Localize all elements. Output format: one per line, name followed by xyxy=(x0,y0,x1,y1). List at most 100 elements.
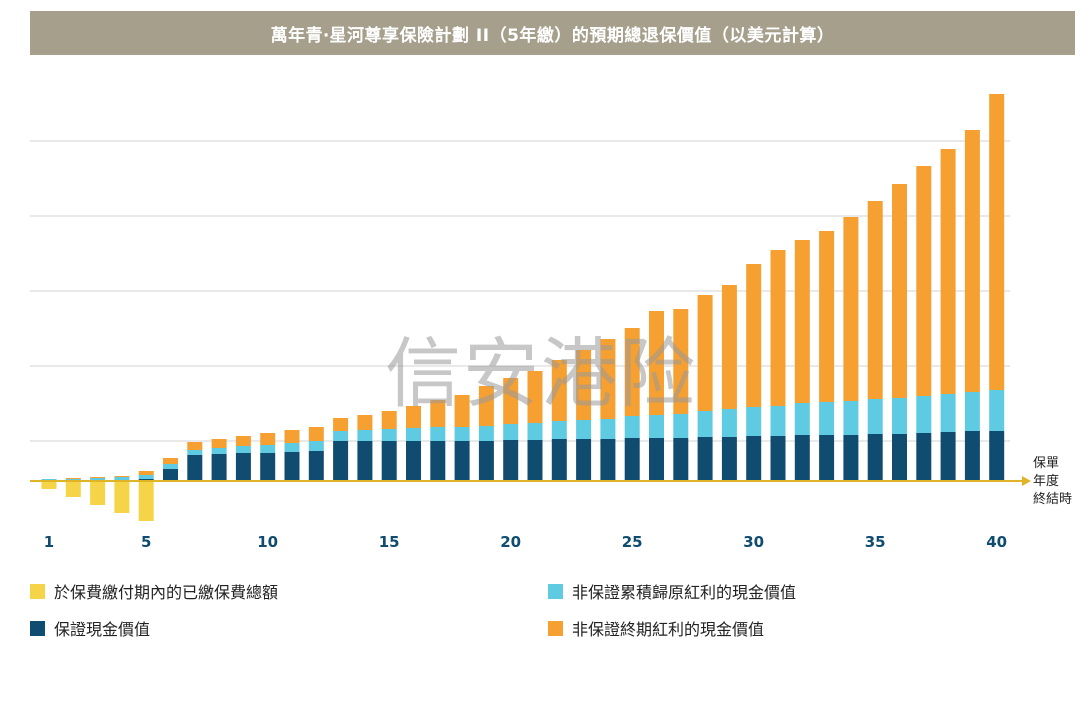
bar-reversionary-year-19 xyxy=(478,426,494,441)
bar-guaranteed-year-29 xyxy=(721,437,737,481)
bar-terminal-year-35 xyxy=(867,201,883,399)
bar-reversionary-year-21 xyxy=(527,423,543,440)
legend-swatch-terminal-bonus xyxy=(548,620,563,636)
bar-terminal-year-25 xyxy=(624,328,640,416)
bar-guaranteed-year-16 xyxy=(406,441,421,481)
bar-guaranteed-year-7 xyxy=(187,455,203,481)
bar-terminal-year-7 xyxy=(187,442,203,450)
chart-legend: 於保費繳付期內的已繳保費總額 非保證累積歸原紅利的現金價值 保證現金價值 非保證… xyxy=(30,575,1030,645)
bar-terminal-year-17 xyxy=(430,400,446,427)
bar-terminal-year-38 xyxy=(940,149,956,394)
x-tick-label-40: 40 xyxy=(986,533,1007,551)
x-axis-label: 保單 年度 終結時 xyxy=(1033,455,1072,509)
bar-premiums-year-4 xyxy=(114,481,130,513)
bar-terminal-year-11 xyxy=(284,430,300,443)
bar-guaranteed-year-10 xyxy=(260,453,276,481)
bar-guaranteed-year-24 xyxy=(600,439,616,481)
bar-terminal-year-28 xyxy=(697,295,713,411)
bar-guaranteed-year-9 xyxy=(235,453,251,481)
bar-terminal-year-36 xyxy=(892,184,907,398)
bar-guaranteed-year-11 xyxy=(284,452,300,481)
legend-swatch-guaranteed-cash-value xyxy=(30,620,45,636)
bar-terminal-year-8 xyxy=(211,439,227,448)
legend-item-terminal-bonus: 非保證終期紅利的現金價值 xyxy=(548,616,764,640)
legend-swatch-premiums-paid xyxy=(30,583,45,599)
x-tick-label-5: 5 xyxy=(141,533,151,551)
bar-guaranteed-year-34 xyxy=(843,435,859,481)
x-tick-label-35: 35 xyxy=(865,533,886,551)
bar-terminal-year-6 xyxy=(163,458,178,464)
bar-terminal-year-9 xyxy=(235,436,251,446)
x-axis-arrow-icon xyxy=(1022,476,1031,486)
bar-guaranteed-year-22 xyxy=(551,439,567,481)
bar-guaranteed-year-12 xyxy=(308,451,324,481)
bar-terminal-year-32 xyxy=(794,240,810,403)
bar-reversionary-year-16 xyxy=(406,428,421,441)
bar-guaranteed-year-38 xyxy=(940,432,956,481)
bar-reversionary-year-28 xyxy=(697,411,713,437)
bar-reversionary-year-30 xyxy=(746,407,762,436)
bar-reversionary-year-10 xyxy=(260,445,276,453)
bar-terminal-year-20 xyxy=(503,378,519,424)
bar-terminal-year-12 xyxy=(308,427,324,441)
bar-terminal-year-29 xyxy=(721,285,737,409)
bar-terminal-year-31 xyxy=(770,250,786,406)
bar-terminal-year-5 xyxy=(138,471,154,475)
bar-reversionary-year-32 xyxy=(794,403,810,435)
bar-guaranteed-year-35 xyxy=(867,434,883,481)
legend-label-guaranteed-cash-value: 保證現金價值 xyxy=(54,620,151,639)
bar-reversionary-year-3 xyxy=(90,478,106,481)
bar-reversionary-year-8 xyxy=(211,448,227,454)
x-tick-label-20: 20 xyxy=(500,533,521,551)
bar-terminal-year-2 xyxy=(65,478,81,479)
legend-item-premiums-paid: 於保費繳付期內的已繳保費總額 xyxy=(30,579,278,603)
legend-label-premiums-paid: 於保費繳付期內的已繳保費總額 xyxy=(54,583,279,602)
bar-premiums-year-3 xyxy=(90,481,106,505)
bar-guaranteed-year-30 xyxy=(746,436,762,481)
bar-guaranteed-year-17 xyxy=(430,441,446,481)
bar-reversionary-year-13 xyxy=(333,431,349,441)
bar-terminal-year-33 xyxy=(819,231,835,402)
bar-terminal-year-21 xyxy=(527,371,543,423)
bar-reversionary-year-15 xyxy=(381,429,397,441)
bar-terminal-year-3 xyxy=(90,477,106,478)
bar-terminal-year-14 xyxy=(357,415,373,430)
bar-reversionary-year-35 xyxy=(867,399,883,434)
bar-terminal-year-15 xyxy=(381,411,397,429)
bar-guaranteed-year-36 xyxy=(892,434,907,481)
bar-reversionary-year-12 xyxy=(308,441,324,451)
bar-reversionary-year-33 xyxy=(819,402,835,435)
bar-terminal-year-34 xyxy=(843,217,859,401)
bar-guaranteed-year-6 xyxy=(163,469,178,481)
bar-reversionary-year-11 xyxy=(284,443,300,452)
legend-label-terminal-bonus: 非保證終期紅利的現金價值 xyxy=(572,620,765,639)
bar-guaranteed-year-33 xyxy=(819,435,835,481)
bar-reversionary-year-27 xyxy=(673,414,689,438)
bar-terminal-year-22 xyxy=(551,360,567,421)
bar-guaranteed-year-32 xyxy=(794,435,810,481)
legend-item-guaranteed-cash-value: 保證現金價值 xyxy=(30,616,150,640)
x-tick-label-15: 15 xyxy=(379,533,400,551)
bar-terminal-year-19 xyxy=(478,386,494,426)
bar-guaranteed-year-26 xyxy=(649,438,664,481)
bar-terminal-year-4 xyxy=(114,476,130,477)
bar-reversionary-year-40 xyxy=(989,390,1005,431)
bar-reversionary-year-17 xyxy=(430,427,446,441)
bar-reversionary-year-26 xyxy=(649,415,664,438)
bar-guaranteed-year-14 xyxy=(357,441,373,481)
x-tick-label-25: 25 xyxy=(622,533,643,551)
bar-terminal-year-26 xyxy=(649,311,664,415)
bar-reversionary-year-36 xyxy=(892,398,907,434)
bar-reversionary-year-6 xyxy=(163,464,178,469)
bar-guaranteed-year-13 xyxy=(333,441,349,481)
legend-label-reversionary-bonus: 非保證累積歸原紅利的現金價值 xyxy=(572,583,797,602)
bar-reversionary-year-7 xyxy=(187,450,203,455)
legend-item-reversionary-bonus: 非保證累積歸原紅利的現金價值 xyxy=(548,579,796,603)
x-axis-label-line-3: 終結時 xyxy=(1033,492,1073,507)
bar-guaranteed-year-20 xyxy=(503,440,519,481)
bar-reversionary-year-4 xyxy=(114,477,130,481)
bar-terminal-year-37 xyxy=(916,166,932,396)
bar-terminal-year-39 xyxy=(964,130,980,392)
x-tick-label-1: 1 xyxy=(44,533,54,551)
